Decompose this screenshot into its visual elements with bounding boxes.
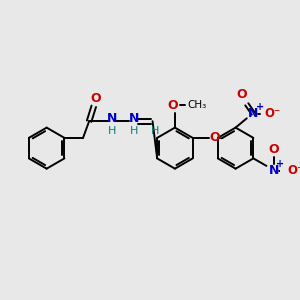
Text: N: N [269,164,279,177]
Text: H: H [151,126,160,136]
Text: O: O [168,99,178,112]
Text: H: H [108,126,117,136]
Text: O: O [90,92,101,105]
Text: +: + [256,102,264,112]
Text: O⁻: O⁻ [287,164,300,177]
Text: N: N [129,112,139,125]
Text: O: O [210,131,220,144]
Text: N: N [107,112,118,125]
Text: +: + [276,159,284,169]
Text: H: H [130,126,138,136]
Text: CH₃: CH₃ [188,100,207,110]
Text: O⁻: O⁻ [265,107,281,120]
Text: N: N [248,107,259,120]
Text: O: O [237,88,248,100]
Text: O: O [268,142,279,156]
